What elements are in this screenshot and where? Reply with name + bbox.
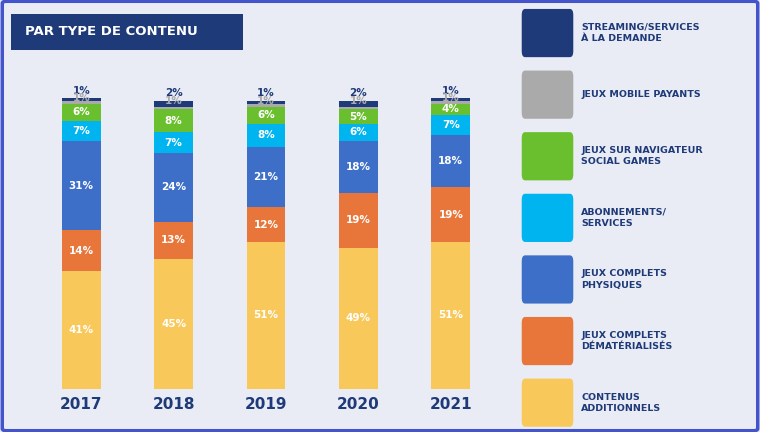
Text: 6%: 6% [257, 110, 275, 120]
Text: 51%: 51% [254, 310, 278, 321]
Bar [432, 115, 470, 135]
FancyBboxPatch shape [521, 378, 573, 427]
Bar [246, 101, 286, 104]
Text: 12%: 12% [254, 219, 278, 230]
Bar [62, 230, 100, 271]
Bar [154, 101, 193, 107]
Bar [62, 104, 100, 121]
Text: 18%: 18% [439, 156, 464, 166]
Bar [246, 147, 286, 207]
Text: 21%: 21% [254, 172, 278, 182]
Text: STREAMING/SERVICES
À LA DEMANDE: STREAMING/SERVICES À LA DEMANDE [581, 23, 700, 43]
Text: 19%: 19% [346, 215, 371, 226]
Text: 45%: 45% [161, 319, 186, 329]
Text: 19%: 19% [439, 210, 464, 219]
Bar [62, 271, 100, 389]
Text: 1%: 1% [257, 89, 275, 98]
Text: 18%: 18% [346, 162, 371, 172]
FancyBboxPatch shape [521, 132, 573, 181]
Bar [246, 104, 286, 107]
FancyBboxPatch shape [521, 9, 573, 57]
Text: 2%: 2% [350, 89, 367, 98]
Text: 8%: 8% [257, 130, 275, 140]
FancyBboxPatch shape [521, 70, 573, 119]
Text: PAR TYPE DE CONTENU: PAR TYPE DE CONTENU [25, 25, 198, 38]
Bar [154, 152, 193, 222]
Text: 1%: 1% [442, 86, 460, 95]
Bar [432, 187, 470, 242]
Bar [432, 98, 470, 101]
Text: 31%: 31% [68, 181, 93, 191]
Text: 1%: 1% [442, 93, 460, 103]
Bar [339, 141, 378, 193]
Bar [339, 248, 378, 389]
Bar [432, 135, 470, 187]
Text: 1%: 1% [350, 96, 367, 106]
Text: CONTENUS
ADDITIONNELS: CONTENUS ADDITIONNELS [581, 393, 661, 413]
Bar [246, 242, 286, 389]
FancyBboxPatch shape [521, 317, 573, 365]
Bar [62, 98, 100, 101]
Text: 1%: 1% [257, 96, 275, 106]
Bar [432, 242, 470, 389]
Bar [339, 193, 378, 248]
Bar [246, 207, 286, 242]
Text: 4%: 4% [442, 105, 460, 114]
FancyBboxPatch shape [521, 255, 573, 304]
Text: ABONNEMENTS/
SERVICES: ABONNEMENTS/ SERVICES [581, 208, 667, 228]
Text: 1%: 1% [72, 86, 90, 95]
Text: 41%: 41% [68, 325, 93, 335]
Text: 7%: 7% [442, 120, 460, 130]
Text: 1%: 1% [72, 93, 90, 103]
Text: 51%: 51% [439, 310, 464, 321]
Bar [246, 107, 286, 124]
FancyBboxPatch shape [521, 194, 573, 242]
Bar [339, 109, 378, 124]
Text: 24%: 24% [161, 182, 186, 192]
Text: 7%: 7% [165, 137, 182, 148]
Bar [62, 121, 100, 141]
Text: JEUX MOBILE PAYANTS: JEUX MOBILE PAYANTS [581, 90, 701, 99]
Bar [432, 104, 470, 115]
Text: JEUX COMPLETS
PHYSIQUES: JEUX COMPLETS PHYSIQUES [581, 270, 667, 289]
Text: 5%: 5% [350, 111, 367, 122]
Text: 8%: 8% [165, 116, 182, 126]
Text: JEUX COMPLETS
DÉMATÉRIALISÉS: JEUX COMPLETS DÉMATÉRIALISÉS [581, 331, 673, 351]
Bar [339, 101, 378, 107]
Bar [62, 141, 100, 230]
Bar [246, 124, 286, 147]
Text: 1%: 1% [165, 96, 182, 106]
Text: JEUX SUR NAVIGATEUR
SOCIAL GAMES: JEUX SUR NAVIGATEUR SOCIAL GAMES [581, 146, 703, 166]
Text: 13%: 13% [161, 235, 186, 245]
Bar [339, 124, 378, 141]
Text: 6%: 6% [72, 107, 90, 118]
Bar [339, 107, 378, 109]
Text: 14%: 14% [68, 245, 93, 256]
Bar [154, 109, 193, 133]
Bar [432, 101, 470, 104]
Text: 7%: 7% [72, 126, 90, 136]
Bar [154, 107, 193, 109]
Text: 6%: 6% [350, 127, 367, 137]
Bar [62, 101, 100, 104]
Bar [154, 222, 193, 259]
Text: 49%: 49% [346, 313, 371, 323]
Bar [154, 133, 193, 152]
Text: 2%: 2% [165, 89, 182, 98]
Bar [154, 259, 193, 389]
